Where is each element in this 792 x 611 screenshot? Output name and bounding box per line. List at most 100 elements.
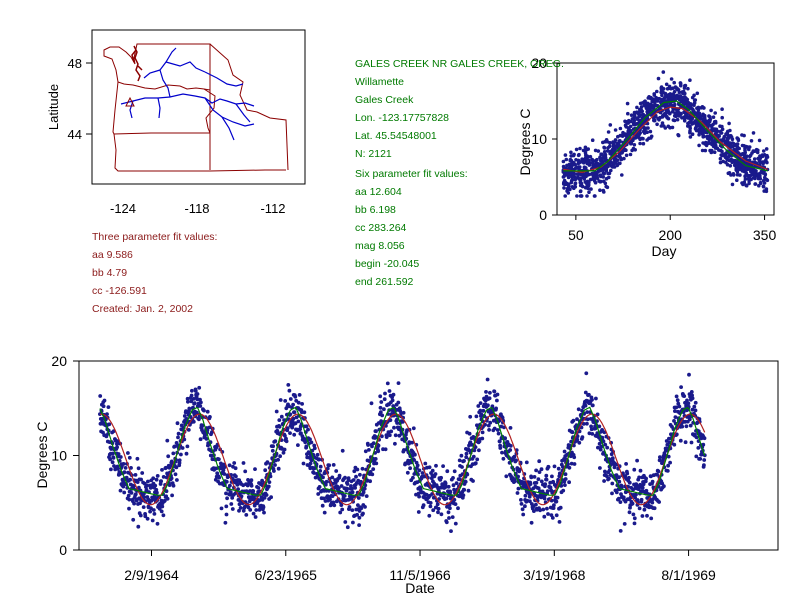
day-point: [606, 164, 610, 169]
ts-point: [536, 477, 541, 482]
california-outline: [113, 133, 286, 172]
ts-point: [555, 495, 560, 500]
day-point: [646, 101, 650, 106]
ts-point: [610, 481, 615, 486]
day-point: [730, 141, 735, 145]
day-point: [674, 86, 679, 91]
day-point: [628, 152, 633, 157]
ts-point: [457, 458, 462, 463]
ts-point: [223, 520, 228, 525]
ts-point: [175, 478, 179, 482]
ts-point: [320, 503, 325, 508]
day-point: [682, 116, 686, 120]
ts-xlabel: Date: [405, 580, 435, 596]
ts-point: [702, 458, 707, 462]
ts-point: [360, 466, 365, 471]
ts-point: [413, 452, 417, 457]
ts-point: [239, 494, 244, 499]
ts-point: [393, 441, 397, 446]
day-point: [585, 194, 589, 198]
ts-ytick-label: 20: [51, 353, 67, 369]
ts-point: [496, 431, 501, 436]
ts-point: [152, 512, 157, 516]
ts-point: [203, 433, 208, 438]
day-point: [603, 181, 608, 186]
ts-point: [304, 444, 309, 449]
ts-point: [346, 476, 351, 480]
day-point: [571, 153, 576, 158]
ts-point: [461, 493, 466, 498]
day-point: [580, 184, 585, 189]
day-point: [604, 184, 608, 189]
ts-point: [590, 403, 595, 408]
day-point: [562, 186, 566, 190]
day-point: [740, 133, 744, 137]
ts-point: [487, 396, 492, 401]
ts-point: [204, 437, 209, 441]
day-point: [598, 188, 602, 192]
day-point: [689, 102, 693, 106]
ts-point: [519, 502, 524, 506]
ts-point: [548, 480, 553, 485]
day-point: [635, 116, 640, 120]
ts-point: [431, 508, 436, 513]
ts-point: [462, 459, 466, 463]
ts-point: [138, 513, 143, 518]
ts-point: [561, 488, 566, 493]
day-point: [737, 167, 741, 171]
ts-point: [230, 496, 235, 500]
day-point: [678, 94, 683, 98]
map-frame: [91, 29, 306, 185]
ts-point: [517, 467, 522, 472]
day-point: [595, 173, 599, 177]
ts-point: [111, 456, 116, 460]
ts-point: [355, 467, 360, 472]
ts-point: [350, 490, 355, 495]
station-lon: Lon. -123.17757828: [355, 112, 450, 124]
ts-point: [689, 390, 694, 394]
day-point: [655, 89, 659, 94]
ts-point: [625, 471, 630, 476]
ts-point: [634, 482, 639, 486]
ts-point: [542, 496, 547, 501]
ts-point: [186, 399, 190, 404]
ts-point: [550, 516, 555, 520]
ts-point: [297, 393, 302, 397]
ts-point: [478, 408, 483, 413]
ts-point: [501, 456, 506, 461]
day-point: [709, 124, 713, 128]
ts-point: [382, 397, 387, 402]
ts-point: [263, 468, 268, 473]
day-point: [701, 141, 705, 145]
ts-point: [690, 396, 695, 401]
ts-point: [158, 482, 163, 486]
ts-point: [323, 482, 328, 487]
ts-point: [138, 501, 142, 506]
ts-point: [590, 397, 594, 402]
ts-point: [524, 460, 529, 465]
ts-point: [171, 451, 176, 456]
ts-point: [492, 426, 497, 431]
day-point: [697, 129, 702, 134]
ts-point: [692, 404, 697, 409]
ts-point: [359, 506, 364, 511]
kootenai: [143, 61, 206, 79]
ts-point: [222, 472, 227, 476]
ts-point: [199, 400, 203, 405]
ts-point: [237, 502, 242, 507]
location-map: 48 44 -124 -118 -112 Latitude: [46, 29, 306, 216]
day-point: [561, 159, 566, 164]
ts-point: [317, 457, 321, 462]
day-point: [729, 157, 733, 162]
ts-point: [599, 444, 604, 449]
ts-point: [365, 478, 370, 483]
day-point: [753, 173, 758, 178]
ts-point: [296, 400, 301, 405]
ts-point: [454, 481, 459, 486]
ts-point: [327, 463, 332, 468]
day-chart: 50 200 350 0 10 20 Day Degrees C: [517, 55, 776, 259]
ts-point: [435, 502, 440, 507]
ts-point: [299, 410, 304, 415]
day-point: [602, 145, 606, 150]
six-fit-mag: mag 8.056: [355, 240, 405, 252]
